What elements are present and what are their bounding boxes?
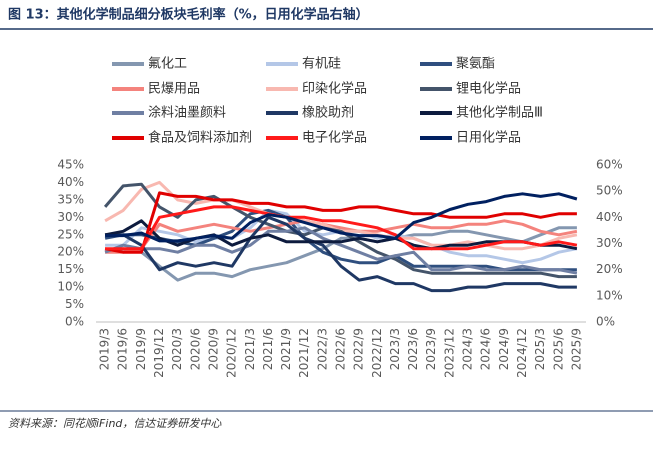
legend-label: 食品及饲料添加剂 <box>148 130 252 146</box>
x-tick-label: 2021/3 <box>243 328 257 370</box>
legend-label: 聚氨酯 <box>456 57 495 72</box>
y-tick-label: 35% <box>57 192 84 206</box>
y2-tick-label: 40% <box>596 210 623 224</box>
legend-label: 锂电化学品 <box>456 81 521 97</box>
legend-label: 民爆用品 <box>148 82 200 97</box>
x-tick-label: 2023/9 <box>424 328 438 370</box>
x-tick-label: 2019/9 <box>134 328 148 370</box>
x-tick-label: 2024/6 <box>479 328 493 370</box>
y2-tick-label: 10% <box>596 288 623 302</box>
x-tick-label: 2024/12 <box>515 328 529 378</box>
y-tick-label: 40% <box>57 175 84 189</box>
x-tick-label: 2021/6 <box>261 328 275 370</box>
series-line <box>105 205 578 251</box>
series-line <box>104 191 577 254</box>
series-line <box>105 219 578 254</box>
x-tick-label: 2024/9 <box>497 328 511 370</box>
legend-label: 氟化工 <box>148 57 187 72</box>
legend-label: 橡胶助剂 <box>302 105 354 121</box>
legend-label: 日用化学品 <box>456 130 521 146</box>
y2-tick-label: 30% <box>596 236 623 250</box>
x-tick-label: 2020/3 <box>170 328 184 370</box>
series-line <box>105 215 577 293</box>
x-tick-label: 2020/6 <box>188 328 202 370</box>
y-tick-label: 5% <box>65 297 84 311</box>
x-tick-label: 2023/3 <box>388 328 402 370</box>
x-tick-label: 2024/3 <box>461 328 475 370</box>
x-tick-label: 2021/12 <box>297 328 311 378</box>
series-line <box>105 192 578 243</box>
x-tick-label: 2021/9 <box>279 328 293 370</box>
chart-title: 图 13：其他化学制品细分板块毛利率（%，日用化学品右轴） <box>8 7 369 23</box>
source: 资料来源：同花顺iFind，信达证券研发中心 <box>8 417 222 430</box>
series-line <box>104 226 577 282</box>
x-tick-label: 2019/12 <box>152 328 166 378</box>
series-line <box>105 208 578 265</box>
y2-tick-label: 0% <box>596 315 615 329</box>
series-line <box>104 226 578 275</box>
x-tick-label: 2020/9 <box>206 328 220 370</box>
legend-label: 其他化学制品Ⅲ <box>456 105 543 121</box>
y2-tick-label: 60% <box>596 158 623 172</box>
legend-label: 印染化学品 <box>302 81 367 97</box>
y-tick-label: 30% <box>57 210 84 224</box>
y2-tick-label: 50% <box>596 184 623 198</box>
x-tick-label: 2022/9 <box>352 328 366 370</box>
y2-tick-label: 20% <box>596 262 623 276</box>
y-tick-label: 20% <box>57 245 84 259</box>
x-tick-label: 2022/3 <box>315 328 329 370</box>
legend-label: 有机硅 <box>302 57 341 72</box>
x-tick-label: 2025/9 <box>569 328 583 370</box>
x-tick-label: 2019/3 <box>98 328 112 370</box>
x-tick-label: 2020/12 <box>225 328 239 378</box>
x-tick-label: 2019/6 <box>116 328 130 370</box>
y-tick-label: 25% <box>57 227 84 241</box>
y-tick-label: 0% <box>65 315 84 329</box>
x-tick-label: 2022/6 <box>334 328 348 370</box>
y-tick-label: 45% <box>57 158 84 172</box>
x-tick-label: 2025/3 <box>533 328 547 370</box>
x-tick-label: 2023/12 <box>442 328 456 378</box>
legend-label: 涂料油墨颜料 <box>148 105 226 121</box>
legend-label: 电子化学品 <box>302 130 367 146</box>
y-tick-label: 15% <box>57 262 84 276</box>
y-tick-label: 10% <box>57 280 84 294</box>
x-tick-label: 2023/6 <box>406 328 420 370</box>
x-tick-label: 2022/12 <box>370 328 384 378</box>
x-tick-label: 2025/6 <box>551 328 565 370</box>
